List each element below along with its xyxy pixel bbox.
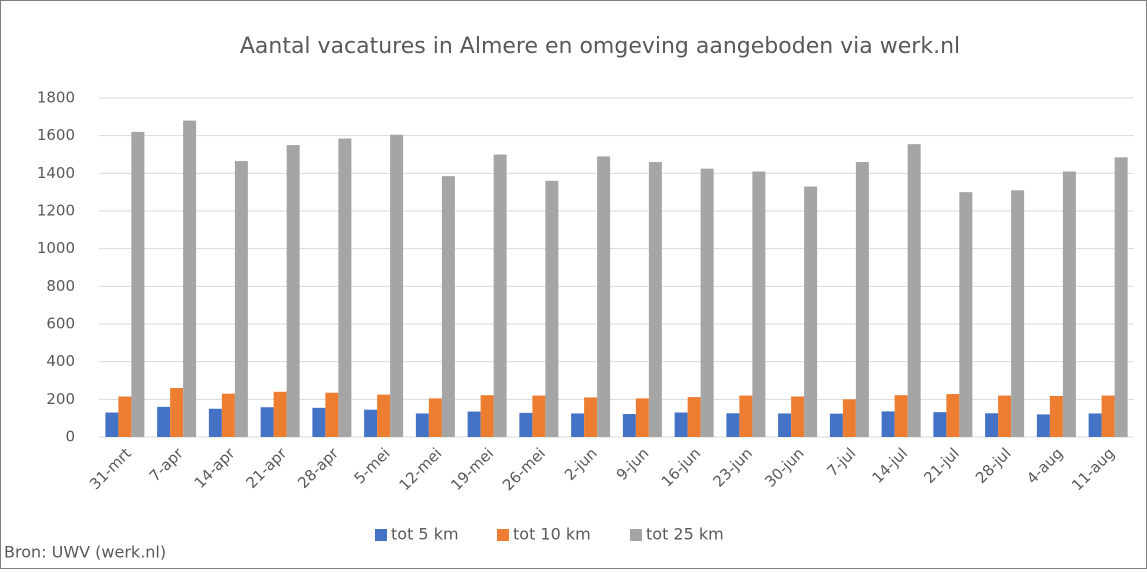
bar (183, 120, 197, 437)
y-tick-label: 1400 (37, 164, 75, 182)
bar (364, 409, 378, 437)
bar (234, 161, 248, 437)
bar (105, 412, 119, 437)
bar (752, 171, 766, 437)
bar (338, 138, 352, 437)
bar (377, 394, 391, 437)
bar (415, 413, 429, 437)
bar (778, 413, 792, 437)
bar (881, 411, 895, 437)
bar (739, 395, 753, 437)
bar (467, 411, 481, 437)
bar (545, 180, 559, 437)
bar (170, 388, 184, 437)
bar (597, 156, 611, 437)
bar (273, 391, 287, 437)
y-tick-label: 1800 (37, 89, 75, 107)
bar (532, 395, 546, 437)
y-tick-label: 800 (46, 277, 75, 295)
legend-label: tot 5 km (391, 525, 459, 544)
y-tick-label: 1200 (37, 202, 75, 220)
y-tick-label: 0 (65, 428, 75, 446)
legend-label: tot 10 km (513, 525, 591, 544)
legend-swatch (497, 529, 509, 541)
bar (804, 186, 818, 437)
bar (687, 397, 701, 437)
bar (946, 394, 960, 437)
bar (1036, 414, 1050, 437)
bar (584, 397, 598, 437)
bar (998, 395, 1012, 437)
bar (726, 413, 740, 437)
bar (907, 144, 921, 437)
bar (157, 406, 171, 437)
source-note: Bron: UWV (werk.nl) (4, 543, 166, 562)
bar (959, 192, 973, 437)
legend-swatch (375, 529, 387, 541)
bar (1114, 157, 1128, 437)
bar (260, 407, 274, 437)
bar (635, 398, 649, 437)
bar (480, 395, 494, 437)
bar (493, 154, 507, 437)
y-tick-label: 400 (46, 352, 75, 370)
bar (829, 413, 843, 437)
legend-label: tot 25 km (646, 525, 724, 544)
bar (1011, 190, 1025, 437)
bar (622, 414, 636, 437)
bar (286, 145, 300, 438)
bar (312, 407, 326, 437)
y-tick-label: 1000 (37, 239, 75, 257)
bar (700, 168, 714, 437)
bar (571, 413, 585, 437)
bar (1088, 413, 1102, 437)
bar (221, 393, 235, 437)
legend-swatch (630, 529, 642, 541)
y-tick-label: 1600 (37, 126, 75, 144)
y-tick-label: 200 (46, 390, 75, 408)
bar (933, 412, 947, 437)
bar (441, 176, 455, 438)
y-tick-label: 600 (46, 315, 75, 333)
chart-title: Aantal vacatures in Almere en omgeving a… (240, 34, 960, 59)
bar (1101, 395, 1115, 437)
bar (985, 413, 999, 437)
bar (428, 398, 442, 437)
bar (390, 134, 404, 437)
bar (894, 395, 908, 437)
bar (1062, 171, 1076, 437)
bar (208, 408, 222, 437)
bar (674, 412, 688, 437)
bar (325, 392, 339, 437)
bar (791, 396, 805, 437)
bar (648, 162, 662, 438)
bar (131, 131, 145, 437)
bar (842, 399, 856, 437)
bar (519, 412, 533, 437)
bar (118, 396, 132, 437)
bar (855, 162, 869, 438)
bar (1049, 395, 1063, 437)
